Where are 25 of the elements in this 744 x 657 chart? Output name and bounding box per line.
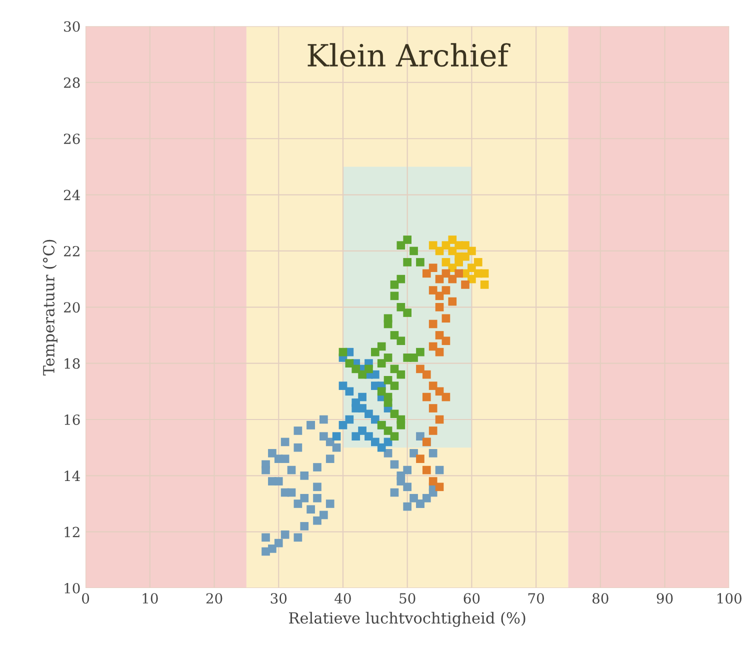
y-tick-label: 20 (64, 302, 80, 313)
y-tick-label: 12 (64, 526, 80, 538)
x-tick-label: 50 (400, 593, 416, 604)
y-tick-label: 16 (64, 414, 80, 425)
x-tick-label: 80 (592, 593, 608, 604)
y-tick-label: 14 (64, 470, 80, 481)
y-tick-label: 10 (64, 582, 80, 594)
x-tick-label: 20 (206, 593, 222, 604)
x-tick-label: 30 (270, 593, 287, 604)
x-tick-label: 90 (656, 593, 673, 604)
x-axis-title: Relatieve luchtvochtigheid (%) (289, 612, 526, 627)
y-tick-label: 22 (64, 246, 80, 256)
y-tick-label: 24 (64, 190, 80, 200)
y-tick-label: 26 (64, 134, 80, 144)
y-tick-label: 18 (64, 358, 80, 369)
chart-title: Klein Archief (308, 43, 510, 67)
x-tick-label: 40 (334, 593, 351, 604)
x-tick-label: 0 (82, 593, 90, 604)
x-tick-label: 10 (142, 593, 158, 604)
y-tick-label: 28 (64, 77, 80, 88)
y-axis-title: Temperatuur (°C) (42, 240, 58, 376)
x-tick-label: 70 (528, 593, 544, 604)
y-tick-label: 30 (64, 21, 80, 32)
x-tick-label: 100 (718, 593, 742, 604)
x-tick-label: 60 (464, 593, 480, 604)
